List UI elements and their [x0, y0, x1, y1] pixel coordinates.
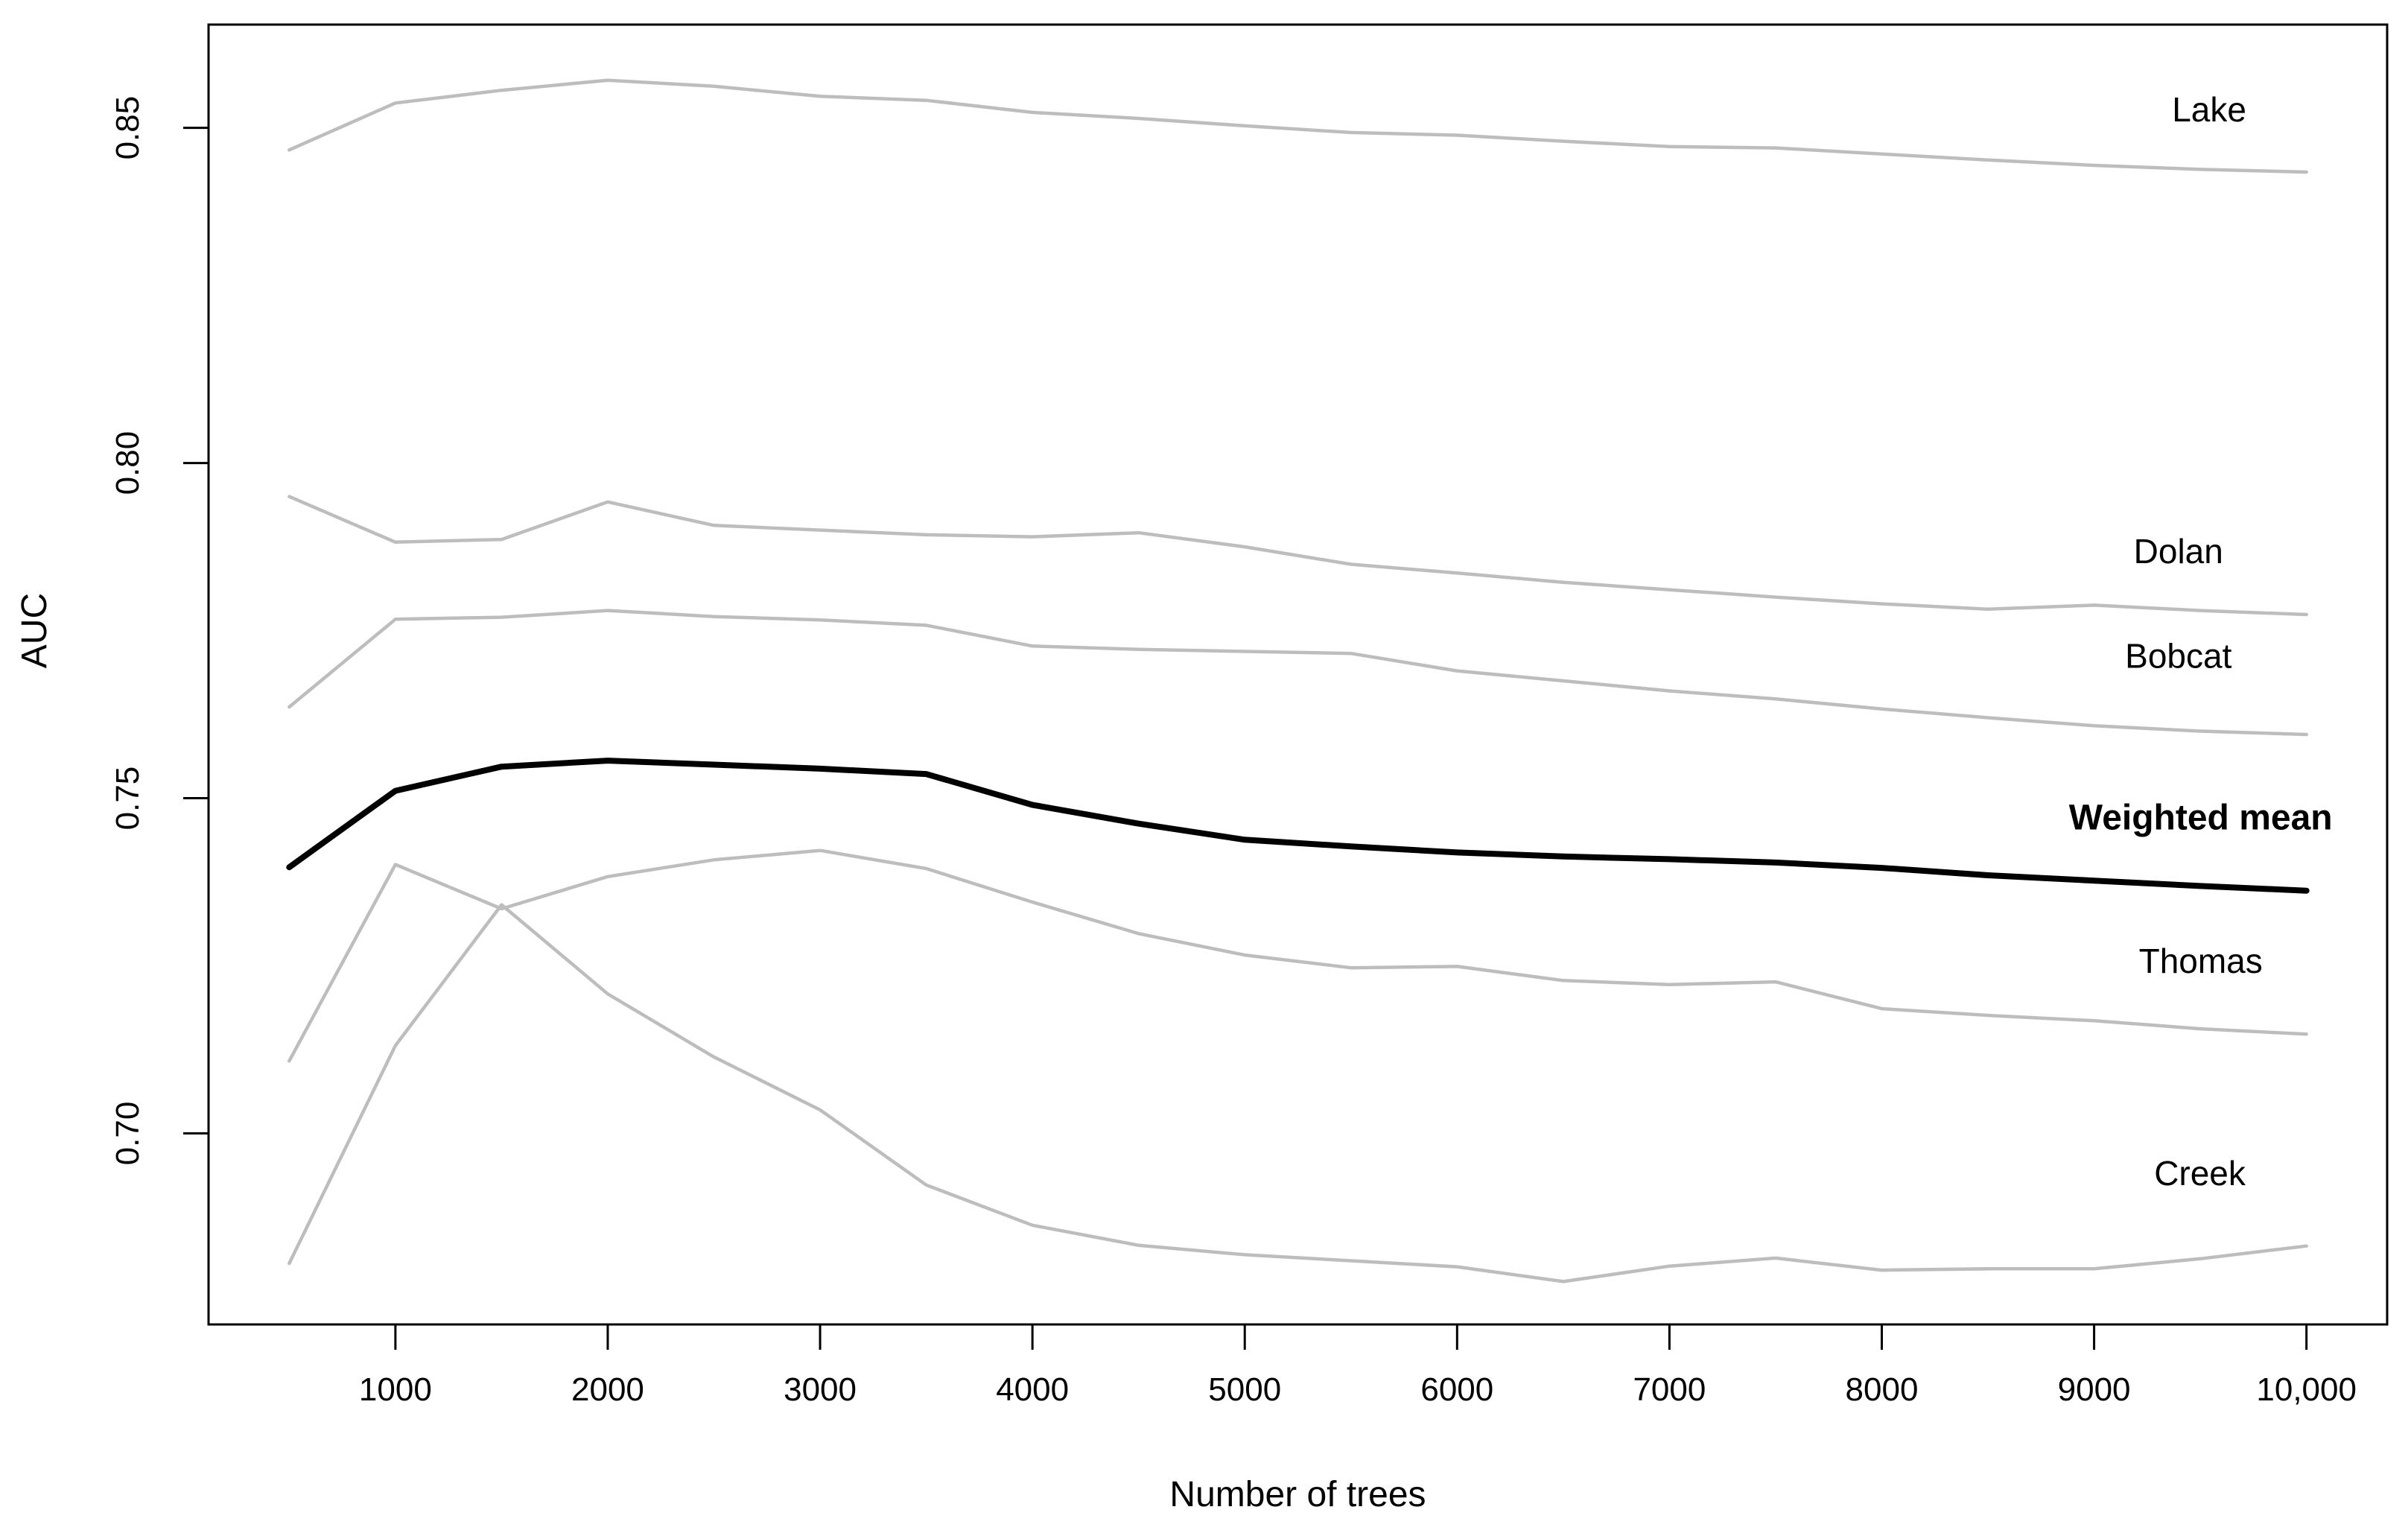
series-label-weighted-mean: Weighted mean — [2069, 798, 2333, 837]
x-axis-tick-label: 1000 — [359, 1371, 432, 1408]
y-axis-tick-label: 0.85 — [109, 96, 146, 160]
series-label-creek: Creek — [2154, 1154, 2246, 1193]
x-axis-tick-label: 2000 — [571, 1371, 644, 1408]
x-axis-tick-label: 5000 — [1208, 1371, 1281, 1408]
x-axis-tick-label: 7000 — [1633, 1371, 1706, 1408]
series-label-dolan: Dolan — [2134, 532, 2223, 571]
y-axis-tick-label: 0.75 — [109, 767, 146, 831]
series-label-lake: Lake — [2172, 90, 2246, 129]
series-line-weighted-mean — [286, 758, 2310, 894]
x-axis-title: Number of trees — [1169, 1475, 1426, 1514]
y-axis-tick-label: 0.80 — [109, 431, 146, 495]
series-line-bobcat — [288, 609, 2308, 737]
series-line-dolan — [288, 495, 2308, 617]
series-label-bobcat: Bobcat — [2125, 636, 2231, 675]
series-line-creek — [288, 903, 2308, 1283]
x-axis-tick-label: 10,000 — [2256, 1371, 2357, 1408]
x-axis-tick-label: 4000 — [996, 1371, 1069, 1408]
plot-border — [207, 23, 2389, 1326]
x-axis-tick-label: 3000 — [784, 1371, 857, 1408]
x-axis-tick-label: 9000 — [2058, 1371, 2131, 1408]
y-axis-title: AUC — [15, 593, 54, 668]
y-axis-tick-label: 0.70 — [109, 1102, 146, 1166]
x-axis-tick-label: 8000 — [1846, 1371, 1919, 1408]
series-line-thomas — [288, 848, 2308, 1063]
series-line-lake — [288, 78, 2308, 174]
x-axis-tick-label: 6000 — [1420, 1371, 1493, 1408]
series-label-thomas: Thomas — [2139, 942, 2263, 980]
